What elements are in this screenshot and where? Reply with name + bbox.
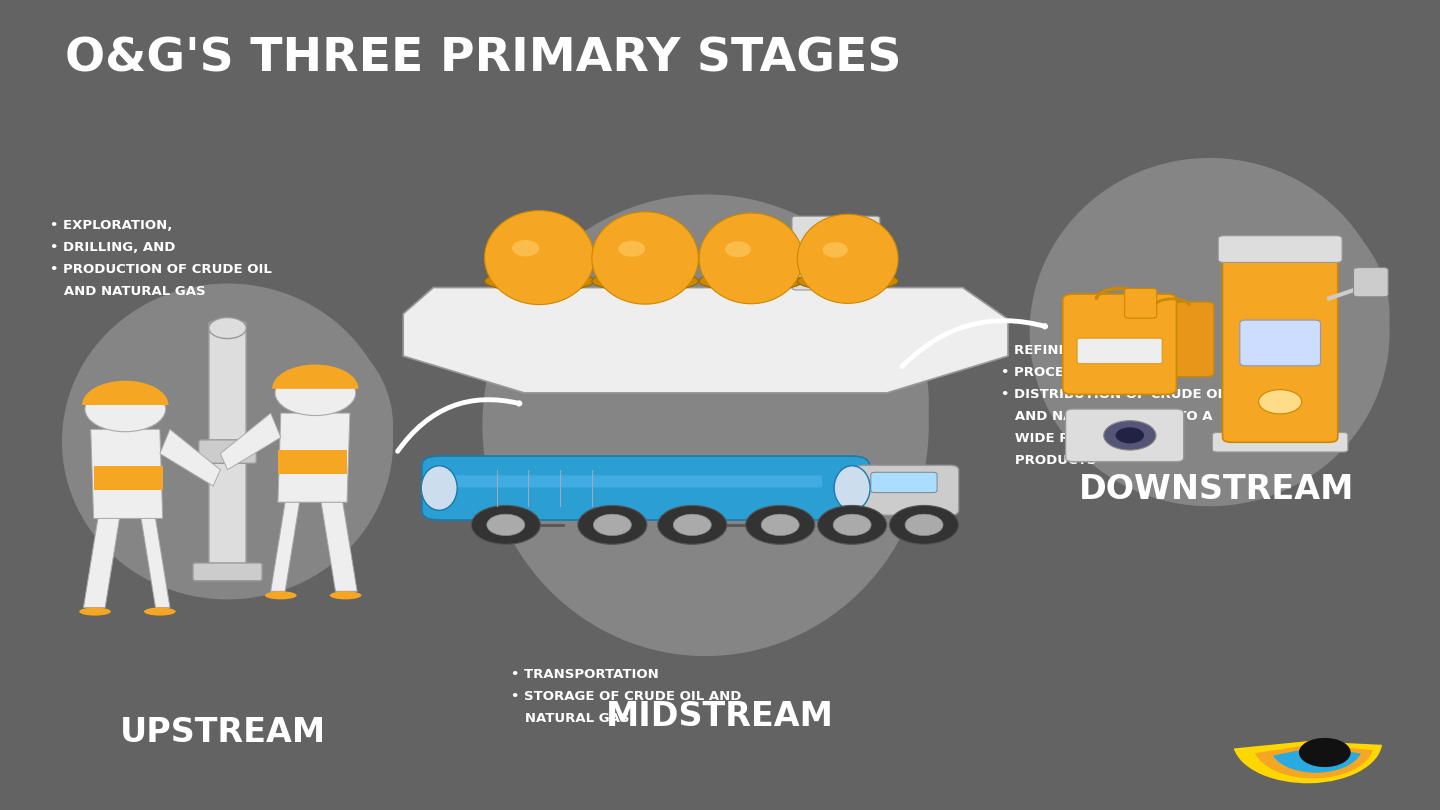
FancyBboxPatch shape: [1218, 236, 1342, 262]
FancyBboxPatch shape: [444, 475, 822, 488]
FancyBboxPatch shape: [792, 216, 880, 290]
Ellipse shape: [79, 608, 111, 616]
Ellipse shape: [798, 271, 899, 291]
FancyBboxPatch shape: [1125, 288, 1156, 318]
FancyArrowPatch shape: [397, 399, 520, 451]
FancyBboxPatch shape: [209, 322, 246, 569]
Polygon shape: [84, 518, 120, 608]
Circle shape: [762, 514, 799, 535]
Circle shape: [904, 514, 943, 535]
FancyBboxPatch shape: [832, 258, 852, 272]
Ellipse shape: [1057, 231, 1381, 475]
Text: O&G'S THREE PRIMARY STAGES: O&G'S THREE PRIMARY STAGES: [65, 36, 901, 82]
FancyBboxPatch shape: [1066, 409, 1184, 462]
FancyBboxPatch shape: [1354, 267, 1388, 296]
Wedge shape: [1273, 747, 1361, 773]
Circle shape: [818, 505, 887, 544]
Ellipse shape: [112, 307, 393, 544]
Ellipse shape: [484, 211, 595, 305]
Circle shape: [487, 514, 524, 535]
Ellipse shape: [62, 284, 393, 599]
Polygon shape: [321, 502, 357, 591]
Ellipse shape: [822, 242, 848, 258]
Polygon shape: [220, 413, 281, 470]
Circle shape: [471, 505, 540, 544]
FancyBboxPatch shape: [422, 456, 870, 520]
Wedge shape: [1234, 741, 1382, 783]
FancyBboxPatch shape: [1063, 294, 1176, 394]
Wedge shape: [1254, 744, 1372, 778]
FancyBboxPatch shape: [1212, 433, 1348, 452]
Ellipse shape: [592, 212, 698, 305]
Text: MIDSTREAM: MIDSTREAM: [606, 700, 834, 733]
Text: • EXPLORATION,
• DRILLING, AND
• PRODUCTION OF CRUDE OIL
   AND NATURAL GAS: • EXPLORATION, • DRILLING, AND • PRODUCT…: [50, 219, 272, 298]
Circle shape: [1116, 428, 1143, 443]
Ellipse shape: [619, 241, 645, 257]
Polygon shape: [278, 450, 347, 474]
Polygon shape: [141, 518, 170, 608]
FancyBboxPatch shape: [436, 505, 949, 516]
Ellipse shape: [1083, 184, 1390, 446]
Ellipse shape: [482, 194, 929, 656]
FancyBboxPatch shape: [193, 563, 262, 581]
FancyBboxPatch shape: [1130, 302, 1214, 377]
Wedge shape: [82, 381, 168, 405]
Ellipse shape: [513, 240, 539, 257]
Circle shape: [834, 514, 871, 535]
Ellipse shape: [95, 292, 327, 544]
Ellipse shape: [1066, 167, 1318, 446]
FancyBboxPatch shape: [855, 258, 876, 272]
FancyBboxPatch shape: [871, 472, 937, 492]
Polygon shape: [160, 429, 220, 486]
Circle shape: [209, 318, 246, 339]
FancyBboxPatch shape: [199, 440, 256, 463]
Ellipse shape: [484, 271, 595, 292]
Text: DOWNSTREAM: DOWNSTREAM: [1079, 473, 1355, 506]
Ellipse shape: [265, 591, 297, 599]
Circle shape: [1299, 738, 1351, 767]
Text: • TRANSPORTATION
• STORAGE OF CRUDE OIL AND
   NATURAL GAS: • TRANSPORTATION • STORAGE OF CRUDE OIL …: [511, 668, 742, 725]
Ellipse shape: [698, 271, 804, 292]
Ellipse shape: [549, 229, 929, 575]
Ellipse shape: [516, 292, 917, 615]
Polygon shape: [278, 413, 350, 502]
Ellipse shape: [144, 608, 176, 616]
FancyBboxPatch shape: [1240, 320, 1320, 366]
Ellipse shape: [511, 241, 847, 633]
Polygon shape: [94, 466, 163, 490]
FancyBboxPatch shape: [855, 465, 959, 515]
Circle shape: [1259, 390, 1302, 414]
Ellipse shape: [834, 466, 870, 510]
Circle shape: [577, 505, 647, 544]
Text: UPSTREAM: UPSTREAM: [120, 716, 327, 749]
Ellipse shape: [527, 206, 840, 575]
Circle shape: [658, 505, 727, 544]
Circle shape: [1103, 420, 1156, 450]
Ellipse shape: [724, 241, 752, 258]
Circle shape: [890, 505, 959, 544]
Circle shape: [746, 505, 815, 544]
Ellipse shape: [698, 213, 804, 304]
Ellipse shape: [1053, 193, 1323, 489]
Circle shape: [85, 386, 166, 432]
Polygon shape: [403, 288, 1008, 393]
Ellipse shape: [86, 350, 384, 571]
Ellipse shape: [330, 591, 361, 599]
Wedge shape: [272, 364, 359, 389]
Ellipse shape: [1030, 158, 1390, 506]
Polygon shape: [271, 502, 300, 591]
Ellipse shape: [798, 215, 899, 303]
Text: • REFINING,
• PROCESSING,
• DISTRIBUTION OF CRUDE OIL
   AND NATURAL GAS INTO A
: • REFINING, • PROCESSING, • DISTRIBUTION…: [1001, 344, 1231, 467]
Circle shape: [275, 370, 356, 416]
Circle shape: [674, 514, 711, 535]
FancyBboxPatch shape: [809, 258, 829, 272]
Ellipse shape: [592, 271, 698, 292]
Ellipse shape: [84, 315, 331, 583]
Ellipse shape: [420, 466, 458, 510]
FancyBboxPatch shape: [1223, 254, 1338, 442]
Polygon shape: [91, 429, 163, 518]
Circle shape: [593, 514, 631, 535]
FancyArrowPatch shape: [901, 321, 1045, 367]
FancyBboxPatch shape: [1077, 339, 1162, 364]
